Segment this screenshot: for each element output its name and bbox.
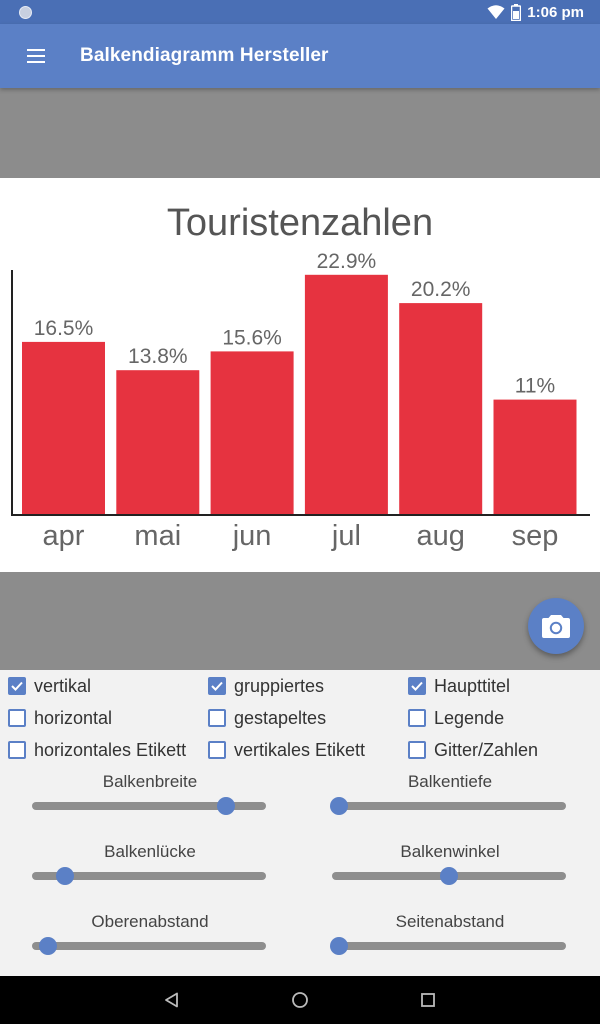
checkbox-unchecked-icon[interactable] bbox=[8, 741, 26, 759]
checkbox-1[interactable]: vertikal bbox=[8, 674, 91, 698]
wifi-icon bbox=[487, 4, 505, 20]
tick-label-aug: aug bbox=[417, 520, 465, 552]
slider-track[interactable] bbox=[330, 797, 566, 815]
chart-title: Touristenzahlen bbox=[167, 202, 433, 244]
chart-svg: Touristenzahlen 16.5% apr 13.8% mai 15.6% jun… bbox=[11, 202, 590, 552]
bar-mai bbox=[116, 370, 200, 515]
status-time: 1:06 pm bbox=[527, 3, 584, 21]
bar-aug bbox=[399, 303, 483, 515]
checkbox-3[interactable]: Haupttitel bbox=[408, 674, 510, 698]
slider-thumb[interactable] bbox=[330, 937, 349, 955]
bar-chart: Touristenzahlen 16.5% apr 13.8% mai 15.6% jun… bbox=[0, 178, 600, 572]
menu-icon[interactable] bbox=[24, 44, 48, 68]
checkbox-label: horizontales Etikett bbox=[34, 739, 187, 760]
checkbox-unchecked-icon[interactable] bbox=[208, 709, 226, 727]
bar-jul bbox=[304, 274, 388, 515]
slider-track[interactable] bbox=[32, 937, 266, 955]
app-title: Balkendiagramm Hersteller bbox=[80, 45, 329, 66]
chart-top-margin bbox=[0, 88, 600, 178]
data-label-mai: 13.8% bbox=[128, 345, 188, 368]
slider-label: Balkenbreite bbox=[102, 772, 198, 791]
checkbox-unchecked-icon[interactable] bbox=[408, 741, 426, 759]
checkbox-label: Gitter/Zahlen bbox=[434, 739, 539, 760]
tick-label-apr: apr bbox=[43, 520, 85, 552]
data-label-aug: 20.2% bbox=[411, 278, 471, 301]
slider-label: Seitenabstand bbox=[395, 912, 505, 931]
checkbox-8[interactable]: vertikales Etikett bbox=[208, 738, 365, 762]
tick-label-mai: mai bbox=[134, 520, 181, 552]
status-bar: 1:06 pm bbox=[0, 0, 600, 24]
navigation-bar bbox=[0, 976, 600, 1024]
slider-track[interactable] bbox=[330, 937, 566, 955]
data-label-apr: 16.5% bbox=[34, 317, 94, 340]
checkbox-label: horizontal bbox=[34, 707, 113, 728]
checkbox-checked-icon[interactable] bbox=[208, 677, 226, 695]
back-icon[interactable] bbox=[160, 988, 184, 1012]
slider-thumb[interactable] bbox=[39, 937, 58, 955]
checkbox-label: vertikal bbox=[34, 675, 92, 696]
checkbox-7[interactable]: horizontales Etikett bbox=[8, 738, 186, 762]
bar-sep bbox=[493, 399, 577, 515]
bar-jun bbox=[210, 351, 294, 515]
camera-icon bbox=[542, 615, 570, 638]
slider-label: Oberenabstand bbox=[91, 912, 209, 931]
slider-track[interactable] bbox=[32, 797, 266, 815]
data-label-jul: 22.9% bbox=[317, 250, 377, 273]
recents-icon[interactable] bbox=[416, 988, 440, 1012]
checkbox-unchecked-icon[interactable] bbox=[8, 709, 26, 727]
checkbox-label: gestapeltes bbox=[234, 707, 327, 728]
checkbox-unchecked-icon[interactable] bbox=[208, 741, 226, 759]
slider-track[interactable] bbox=[332, 867, 566, 885]
notification-dot-icon bbox=[19, 6, 32, 19]
slider-label: Balkenlücke bbox=[104, 842, 196, 861]
checkbox-checked-icon[interactable] bbox=[8, 677, 26, 695]
slider-thumb[interactable] bbox=[330, 797, 349, 815]
checkbox-9[interactable]: Gitter/Zahlen bbox=[408, 738, 538, 762]
checkbox-5[interactable]: gestapeltes bbox=[208, 706, 326, 730]
slider-label: Balkentiefe bbox=[407, 772, 493, 791]
chart-bottom-margin bbox=[0, 572, 600, 670]
checkbox-label: Haupttitel bbox=[434, 675, 511, 696]
checkbox-checked-icon[interactable] bbox=[408, 677, 426, 695]
slider-thumb[interactable] bbox=[217, 797, 236, 815]
data-label-sep: 11% bbox=[515, 375, 555, 398]
slider-thumb[interactable] bbox=[55, 867, 74, 885]
tick-label-jun: jun bbox=[232, 520, 272, 552]
checkbox-4[interactable]: horizontal bbox=[8, 706, 112, 730]
checkbox-6[interactable]: Legende bbox=[408, 706, 504, 730]
camera-fab[interactable] bbox=[528, 598, 584, 654]
status-icons: 1:06 pm bbox=[487, 3, 584, 21]
tick-label-sep: sep bbox=[512, 520, 559, 552]
bar-apr bbox=[22, 341, 105, 515]
settings-panel: vertikal gruppiertes Haupttitel horizontal g… bbox=[0, 670, 600, 976]
slider-label: Balkenwinkel bbox=[400, 842, 500, 861]
slider-track[interactable] bbox=[32, 867, 266, 885]
checkbox-label: vertikales Etikett bbox=[234, 739, 366, 760]
battery-icon bbox=[511, 3, 522, 21]
app-bar: Balkendiagramm Hersteller bbox=[0, 24, 600, 88]
checkbox-label: gruppiertes bbox=[234, 675, 325, 696]
slider-thumb[interactable] bbox=[440, 867, 458, 885]
home-icon[interactable] bbox=[288, 988, 312, 1012]
checkbox-label: Legende bbox=[434, 707, 505, 728]
data-label-jun: 15.6% bbox=[222, 326, 282, 349]
tick-label-jul: jul bbox=[331, 520, 361, 552]
checkbox-unchecked-icon[interactable] bbox=[408, 709, 426, 727]
checkbox-2[interactable]: gruppiertes bbox=[208, 674, 324, 698]
